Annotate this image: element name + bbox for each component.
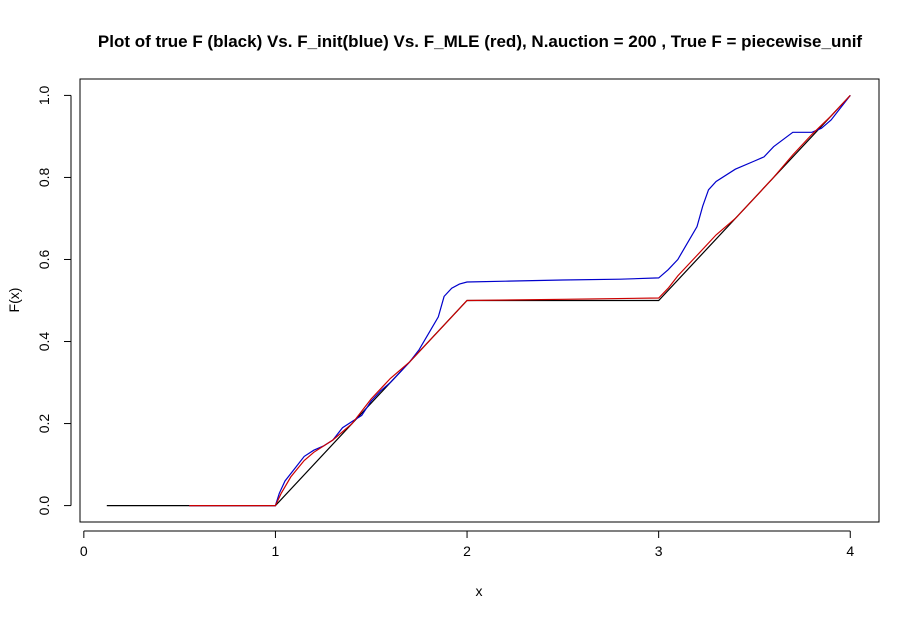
y-axis-label: F(x)	[6, 288, 22, 313]
y-tick-label: 0.6	[36, 250, 52, 270]
x-tick-label: 3	[655, 543, 663, 559]
x-axis: 0 1 2 3 4	[80, 530, 854, 559]
y-tick-label: 0.2	[36, 414, 52, 434]
x-tick-label: 4	[846, 543, 854, 559]
chart-title: Plot of true F (black) Vs. F_init(blue) …	[98, 32, 863, 51]
x-tick-label: 2	[463, 543, 471, 559]
series-layer	[106, 94, 851, 507]
x-tick-label: 1	[272, 543, 280, 559]
y-axis: 0.0 0.2 0.4 0.6 0.8 1.0	[36, 85, 72, 516]
series-line-3	[189, 94, 851, 507]
x-axis-label: x	[476, 583, 483, 599]
y-tick-label: 0.4	[36, 332, 52, 352]
x-tick-label: 0	[80, 543, 88, 559]
y-tick-label: 0.0	[36, 496, 52, 516]
y-tick-label: 1.0	[36, 85, 52, 105]
y-tick-label: 0.8	[36, 168, 52, 188]
plot-frame	[79, 78, 880, 523]
